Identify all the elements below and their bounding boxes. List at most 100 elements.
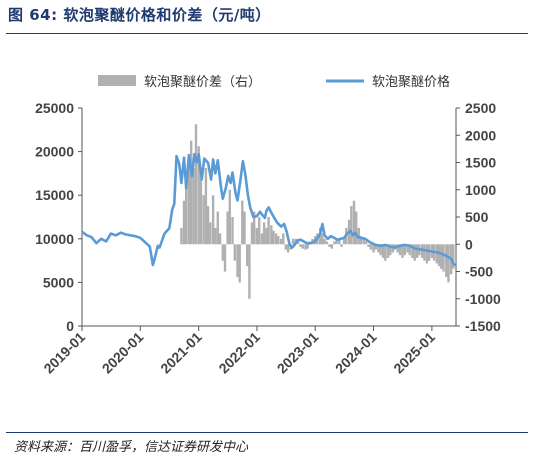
spread-bar — [277, 236, 280, 245]
spread-bar — [338, 239, 341, 245]
spread-bar — [406, 244, 409, 253]
right-tick-label: -1000 — [465, 291, 501, 307]
spread-bar — [413, 244, 416, 261]
spread-bar — [226, 211, 229, 245]
spread-bar — [352, 200, 356, 245]
spread-bar — [250, 222, 254, 245]
spread-bar — [214, 227, 217, 245]
spread-bar — [369, 244, 372, 250]
legend-swatch-spread — [98, 75, 136, 86]
spread-bar — [437, 244, 441, 267]
chart-title: 图 64: 软泡聚醚价格和价差（元/吨） — [8, 6, 271, 24]
spread-bar — [381, 244, 385, 258]
x-tick-label: 2023-01 — [274, 329, 322, 377]
spread-bar — [440, 244, 443, 269]
spread-bar — [340, 244, 343, 247]
left-tick-label: 25000 — [35, 100, 74, 116]
spread-bar — [231, 217, 234, 245]
price-line — [81, 152, 457, 267]
left-tick-label: 15000 — [35, 187, 74, 203]
spread-bar — [190, 140, 193, 245]
spread-bar — [301, 244, 304, 249]
spread-bar — [355, 211, 358, 245]
spread-bar — [423, 244, 426, 261]
spread-bar — [342, 238, 346, 245]
spread-bar — [442, 244, 445, 272]
spread-bar — [304, 244, 307, 250]
spread-bar — [182, 200, 186, 245]
right-tick-label: 1500 — [465, 155, 496, 171]
x-tick-label: 2019-01 — [40, 329, 88, 377]
spread-bar — [306, 244, 309, 249]
spread-bar — [384, 244, 387, 261]
spread-bar — [192, 168, 195, 245]
spread-bar — [233, 244, 236, 261]
spread-bar — [335, 238, 338, 245]
spread-bar — [379, 244, 382, 256]
left-tick-label: 5000 — [43, 274, 74, 290]
left-tick-label: 0 — [66, 318, 74, 334]
spread-bar — [216, 211, 219, 245]
spread-bar — [228, 189, 231, 245]
spread-bar — [367, 244, 370, 247]
spread-bar — [197, 146, 200, 245]
chart-legend: 软泡聚醚价差（右） 软泡聚醚价格 — [98, 74, 450, 90]
spread-bar — [401, 244, 404, 258]
spread-bar — [258, 217, 261, 245]
spread-bar — [359, 236, 363, 245]
spread-bar — [447, 244, 450, 283]
right-tick-label: 500 — [465, 209, 489, 225]
x-tick-label: 2024-01 — [332, 329, 380, 377]
price-line-layer — [81, 152, 457, 267]
spread-bar — [428, 244, 431, 261]
spread-bar — [238, 244, 241, 283]
right-tick-label: 0 — [465, 236, 473, 252]
spread-bar — [236, 244, 239, 277]
spread-bar — [202, 195, 205, 245]
spread-bar — [286, 244, 290, 253]
spread-bar — [211, 195, 215, 245]
spread-bar — [270, 225, 273, 245]
spread-bars — [180, 124, 455, 299]
spread-bar — [291, 238, 295, 245]
spread-bar — [194, 124, 198, 245]
legend-label-spread: 软泡聚醚价差（右） — [144, 75, 261, 90]
x-tick-label: 2020-01 — [99, 329, 147, 377]
spread-bar — [199, 178, 203, 245]
spread-bar — [398, 244, 402, 256]
spread-bar — [416, 244, 419, 258]
title-rule — [6, 33, 528, 34]
spread-bar — [350, 206, 353, 245]
spread-bar — [362, 238, 365, 245]
legend-label-price: 软泡聚醚价格 — [372, 74, 450, 90]
spread-bar — [187, 157, 191, 245]
spread-bar — [282, 233, 285, 245]
spread-bar — [435, 244, 438, 264]
chart-canvas: 软泡聚醚价差（右） 软泡聚醚价格 050001000015000200002500… — [35, 74, 501, 377]
spread-bar — [411, 244, 414, 258]
x-tick-label: 2021-01 — [157, 329, 205, 377]
spread-bar — [185, 178, 188, 245]
footer-rule — [6, 432, 528, 433]
spread-bar — [445, 244, 448, 277]
spread-bar — [255, 227, 259, 245]
spread-bar — [328, 244, 331, 247]
x-tick-label: 2025-01 — [390, 329, 438, 377]
spread-bar — [246, 244, 249, 267]
left-tick-label: 10000 — [35, 231, 74, 247]
spread-bar — [267, 217, 270, 245]
source-note: 资料来源：百川盈孚，信达证券研发中心 — [14, 440, 249, 455]
spread-bar — [272, 230, 275, 245]
spread-bar — [389, 244, 392, 256]
spread-bar — [452, 244, 455, 269]
spread-bar — [206, 206, 210, 245]
spread-bar — [364, 241, 368, 245]
spread-bar — [321, 233, 324, 245]
x-tick-label: 2022-01 — [215, 329, 263, 377]
spread-bar — [241, 200, 244, 245]
spread-bar — [333, 241, 336, 245]
spread-bar — [262, 222, 266, 245]
spread-bar — [323, 238, 326, 245]
left-tick-label: 20000 — [35, 144, 74, 160]
spread-bar — [421, 244, 424, 258]
